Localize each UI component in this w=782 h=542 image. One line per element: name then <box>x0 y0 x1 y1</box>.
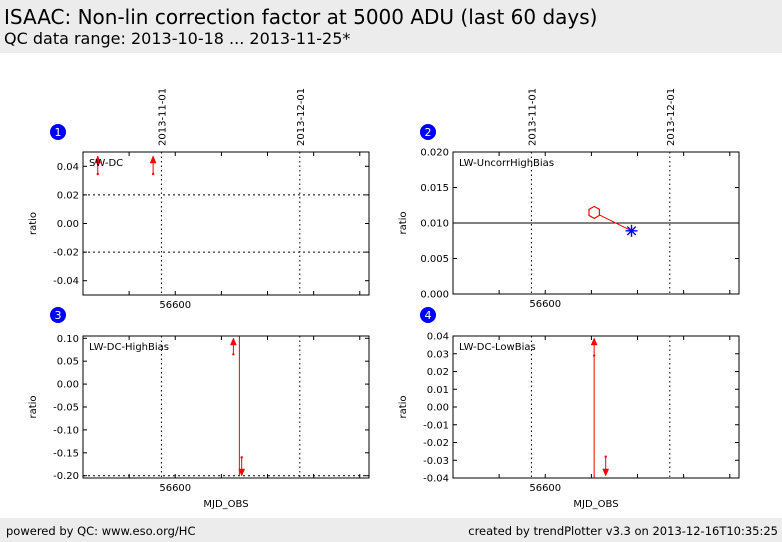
y-tick-label: -0.03 <box>423 456 449 467</box>
y-tick-label: 0.020 <box>420 148 449 159</box>
panel-badge-number: 2 <box>425 126 432 139</box>
data-point <box>240 456 243 459</box>
plot-frame <box>452 151 740 295</box>
y-axis-label: ratio <box>398 211 409 234</box>
data-point-star-ray <box>626 226 637 236</box>
date-label: 2013-11-01 <box>527 88 538 146</box>
panel-badge: 1 <box>50 124 66 140</box>
y-tick-label: 0.01 <box>427 385 449 396</box>
y-tick-label: 0.02 <box>427 367 449 378</box>
x-tick-label: 56600 <box>159 483 191 494</box>
data-point <box>151 172 155 176</box>
y-tick-label: 0.00 <box>427 403 449 414</box>
chart-panel-2: 2 2013-11-01 2013-12-01 0.020 0.015 0.010 0.00… <box>398 88 740 310</box>
data-point <box>604 455 607 458</box>
panel-badge: 3 <box>50 307 66 323</box>
footer: powered by QC: www.eso.org/HC created by… <box>0 518 782 542</box>
data-arrow-up <box>590 337 598 346</box>
y-tick-label: 0.02 <box>57 190 79 201</box>
y-tick-label: 0.000 <box>420 290 449 301</box>
y-tick-label: 0.04 <box>57 162 79 173</box>
data-point-hexagon <box>588 205 600 220</box>
x-tick-label: 56600 <box>529 483 561 494</box>
plot-area: 1 2013-11-01 2013-12-01 0.04 0.02 0.00 -0.02 -0… <box>28 88 740 510</box>
x-axis-label: MJD_OBS <box>573 499 618 510</box>
y-tick-label: 0.10 <box>57 334 79 345</box>
date-label: 2013-12-01 <box>666 88 677 146</box>
panel-label: LW-DC-HighBias <box>89 342 169 353</box>
page-subtitle: QC data range: 2013-10-18 ... 2013-11-25… <box>4 29 351 48</box>
y-tick-label: 0.03 <box>427 349 449 360</box>
page-title: ISAAC: Non-lin correction factor at 5000… <box>4 5 598 29</box>
y-tick-label: 0.00 <box>57 219 79 230</box>
footer-created-by: created by trendPlotter v3.3 on 2013-12-… <box>468 524 778 538</box>
x-axis-label: MJD_OBS <box>203 499 248 510</box>
plot-frame <box>452 335 740 479</box>
data-point <box>592 354 596 357</box>
panel-badge: 4 <box>420 307 436 323</box>
y-tick-label: -0.20 <box>53 471 79 482</box>
date-label: 2013-12-01 <box>296 88 307 146</box>
data-point <box>96 172 99 176</box>
panel-label: LW-UncorrHighBias <box>459 158 554 169</box>
panel-badge-number: 4 <box>425 309 432 322</box>
data-arrow-down <box>602 468 610 477</box>
data-arrow-up <box>149 155 157 164</box>
x-tick-label: 56600 <box>529 299 561 310</box>
y-tick-label: -0.01 <box>423 420 449 431</box>
y-axis-label: ratio <box>398 395 409 418</box>
chart-panel-3: 3 0.10 0.05 0.00 -0.05 -0.10 -0.15 -0.20 56600 ra… <box>28 307 370 510</box>
y-tick-label: 0.010 <box>420 219 449 230</box>
data-arrow-down <box>238 468 246 477</box>
panel-badge-circle <box>420 124 436 140</box>
plot-frame <box>82 151 370 296</box>
y-tick-label: 0.04 <box>427 332 449 343</box>
panel-badge-number: 1 <box>55 126 62 139</box>
panel-label: LW-DC-LowBias <box>459 342 536 353</box>
y-tick-label: -0.15 <box>53 448 79 459</box>
panel-badge-circle <box>420 307 436 323</box>
y-tick-label: -0.05 <box>53 403 79 414</box>
panel-badge: 2 <box>420 124 436 140</box>
y-tick-label: -0.10 <box>53 425 79 436</box>
chart-panel-4: 4 0.04 0.03 0.02 0.01 0.00 -0.01 -0.02 -0.03 -0.0… <box>398 307 740 510</box>
panel-badge-circle <box>50 124 66 140</box>
data-point-star <box>625 224 638 237</box>
y-tick-label: 0.015 <box>420 183 449 194</box>
header: ISAAC: Non-lin correction factor at 5000… <box>0 0 782 53</box>
panel-badge-number: 3 <box>55 309 62 322</box>
y-tick-label: 0.00 <box>57 380 79 391</box>
y-tick-label: 0.005 <box>420 254 449 265</box>
y-tick-label: -0.02 <box>423 438 449 449</box>
y-tick-label: -0.02 <box>53 248 79 259</box>
y-axis-label: ratio <box>28 212 39 235</box>
panel-label: SW-DC <box>89 158 123 169</box>
data-arrow-up <box>230 337 237 346</box>
y-axis-label: ratio <box>28 395 39 418</box>
plot-frame <box>82 335 370 479</box>
data-line <box>593 211 632 232</box>
footer-powered-by: powered by QC: www.eso.org/HC <box>6 524 196 538</box>
data-arrow-up <box>94 155 102 164</box>
panel-badge-circle <box>50 307 66 323</box>
chart-panel-1: 1 2013-11-01 2013-12-01 0.04 0.02 0.00 -0.02 -0… <box>28 88 370 311</box>
y-tick-label: 0.05 <box>57 357 79 368</box>
date-label: 2013-11-01 <box>157 88 168 146</box>
y-tick-label: -0.04 <box>53 276 79 287</box>
x-tick-label: 56600 <box>159 300 191 311</box>
y-tick-label: -0.04 <box>423 474 449 485</box>
